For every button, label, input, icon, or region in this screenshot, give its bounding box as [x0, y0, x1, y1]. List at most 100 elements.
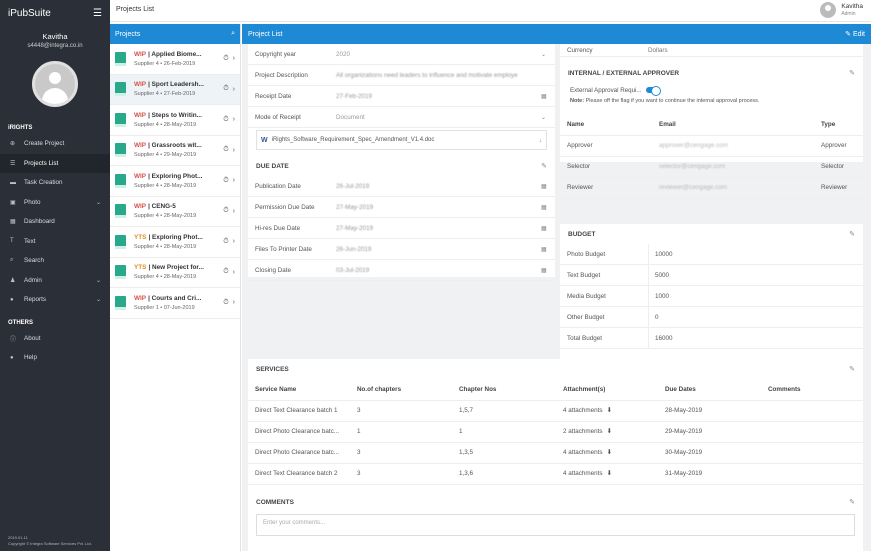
detail-value[interactable]: Document [336, 113, 365, 121]
attachment-row[interactable]: W iRights_Software_Requirement_Spec_Amen… [256, 130, 547, 150]
detail-row[interactable]: Project Description All organizations nee… [248, 65, 555, 86]
list-item[interactable]: YTS | Exploring Phot... Supplier 4 • 28-Ma… [110, 227, 240, 258]
calendar-icon[interactable]: ▦ [541, 204, 547, 211]
download-icon[interactable]: ⬇ [606, 449, 612, 456]
sidebar-item-text[interactable]: T Text [0, 232, 110, 252]
chevron-right-icon[interactable]: › [232, 207, 235, 215]
due-value[interactable]: 03-Jul-2019 [336, 266, 370, 274]
service-attachments[interactable]: 4 attachments ⬇ [556, 442, 658, 464]
timer-icon[interactable]: ⏱ [223, 298, 229, 306]
list-item[interactable]: WIP | Applied Biome... Supplier 4 • 26-Feb… [110, 44, 240, 75]
sidebar-item-dashboard[interactable]: ▦ Dashboard [0, 212, 110, 232]
due-date-row[interactable]: Files To Printer Date 26-Jun-2019 ▦ [248, 239, 555, 260]
sidebar-item-photo[interactable]: ▣ Photo ⌄ [0, 193, 110, 213]
chevron-right-icon[interactable]: › [232, 268, 235, 276]
calendar-icon[interactable]: ▦ [541, 93, 547, 100]
detail-label: Project Description [255, 71, 308, 79]
list-item[interactable]: WIP | CENG-5 Supplier 4 • 28-May-2019 ⏱ › [110, 197, 240, 227]
top-avatar[interactable] [820, 2, 837, 18]
currency-value[interactable]: Dollars [648, 46, 668, 54]
service-attachments[interactable]: 4 attachments ⬇ [556, 463, 658, 485]
hamburger-icon[interactable]: ☰ [93, 7, 102, 19]
service-attachments[interactable]: 2 attachments ⬇ [556, 421, 658, 443]
sidebar-item-help[interactable]: ● Help [0, 348, 110, 368]
comments-section-title: COMMENTS ✎ [248, 492, 863, 512]
sidebar-item-about[interactable]: ⓘ About [0, 329, 110, 349]
attachment-name: iRights_Software_Requirement_Spec_Amendm… [271, 137, 435, 143]
download-icon[interactable]: ⬇ [606, 407, 612, 414]
chevron-down-icon[interactable]: ⌄ [541, 114, 547, 121]
comments-input[interactable]: Enter your comments... [256, 514, 855, 536]
comments-edit-pencil-icon[interactable]: ✎ [849, 499, 855, 506]
chevron-right-icon[interactable]: › [232, 116, 235, 124]
sidebar-item-projects-list[interactable]: ☰ Projects List [0, 153, 110, 173]
chevron-down-icon[interactable]: ⌄ [541, 51, 547, 58]
detail-row[interactable]: Mode of Receipt Document ⌄ [248, 107, 555, 128]
search-icon[interactable]: ⌕ [231, 30, 235, 37]
list-item[interactable]: YTS | New Project for... Supplier 4 • 28-M… [110, 258, 240, 288]
chevron-right-icon[interactable]: › [232, 146, 235, 154]
due-value[interactable]: 27-May-2019 [336, 203, 374, 211]
calendar-icon[interactable]: ▦ [541, 246, 547, 253]
due-value[interactable]: 27-May-2019 [336, 224, 374, 232]
list-item[interactable]: WIP | Steps to Writin... Supplier 4 • 28-M… [110, 105, 240, 136]
sidebar-item-label: About [24, 334, 41, 342]
services-edit-pencil-icon[interactable]: ✎ [849, 366, 855, 373]
list-item[interactable]: WIP | Courts and Cri... Supplier 1 • 07-Ju… [110, 288, 240, 319]
chevron-right-icon[interactable]: › [232, 177, 235, 185]
timer-icon[interactable]: ⏱ [223, 237, 229, 245]
detail-value[interactable]: 2020 [336, 50, 351, 58]
edit-button[interactable]: ✎ Edit [845, 30, 865, 38]
search-icon: ⌕ [10, 257, 14, 264]
timer-icon[interactable]: ⏱ [223, 85, 229, 93]
separator: | [148, 203, 152, 211]
download-icon[interactable]: ⬇ [606, 470, 612, 477]
detail-value[interactable]: All organizations need leaders to influe… [336, 71, 518, 79]
due-edit-pencil-icon[interactable]: ✎ [541, 163, 547, 170]
calendar-icon[interactable]: ▦ [541, 267, 547, 274]
sidebar-item-reports[interactable]: ● Reports ⌄ [0, 290, 110, 310]
book-icon [115, 82, 126, 97]
sidebar-item-label: Create Project [24, 140, 65, 148]
timer-icon[interactable]: ⏱ [223, 54, 229, 62]
timer-icon[interactable]: ⏱ [223, 176, 229, 184]
timer-icon[interactable]: ⏱ [223, 115, 229, 123]
project-supplier: Supplier 4 • 27-Feb-2019 [134, 91, 196, 98]
due-date-row[interactable]: Publication Date 26-Jul-2019 ▦ [248, 176, 555, 197]
avatar[interactable] [32, 61, 78, 107]
chevron-right-icon[interactable]: › [232, 238, 235, 246]
detail-row[interactable]: Receipt Date 27-Feb-2019 ▦ [248, 86, 555, 107]
sidebar-item-search[interactable]: ⌕ Search [0, 251, 110, 271]
list-item[interactable]: WIP | Grassroots wit... Supplier 4 • 29-Ma… [110, 136, 240, 166]
chevron-right-icon[interactable]: › [232, 85, 235, 93]
top-user[interactable]: Kavitha Admin [820, 2, 863, 18]
due-date-row[interactable]: Hi-res Due Date 27-May-2019 ▦ [248, 218, 555, 239]
list-item[interactable]: WIP | Sport Leadersh... Supplier 4 • 27-Fe… [110, 74, 240, 105]
timer-icon[interactable]: ⏱ [223, 207, 229, 215]
chevron-right-icon[interactable]: › [232, 299, 235, 307]
download-icon[interactable]: ↓ [538, 136, 542, 144]
calendar-icon[interactable]: ▦ [541, 183, 547, 190]
budget-edit-pencil-icon[interactable]: ✎ [849, 231, 855, 238]
sidebar-item-create-project[interactable]: ⊕ Create Project [0, 134, 110, 154]
timer-icon[interactable]: ⏱ [223, 146, 229, 154]
calendar-icon[interactable]: ▦ [541, 225, 547, 232]
sidebar-item-task-creation[interactable]: ▬ Task Creation [0, 173, 110, 193]
list-item[interactable]: WIP | Exploring Phot... Supplier 4 • 28-Ma… [110, 166, 240, 197]
approval-toggle[interactable] [646, 86, 662, 97]
detail-value[interactable]: 27-Feb-2019 [336, 92, 373, 100]
detail-row[interactable]: Copyright year 2020 ⌄ [248, 44, 555, 65]
due-value[interactable]: 26-Jun-2019 [336, 245, 372, 253]
due-date-row[interactable]: Permission Due Date 27-May-2019 ▦ [248, 197, 555, 218]
due-date-row[interactable]: Closing Date 03-Jul-2019 ▦ [248, 260, 555, 281]
approver-edit-pencil-icon[interactable]: ✎ [849, 70, 855, 77]
approver-section-title: INTERNAL / EXTERNAL APPROVER ✎ [560, 63, 863, 83]
sidebar-item-admin[interactable]: ♟ Admin ⌄ [0, 271, 110, 291]
service-attachments[interactable]: 4 attachments ⬇ [556, 400, 658, 422]
timer-icon[interactable]: ⏱ [223, 268, 229, 276]
download-icon[interactable]: ⬇ [606, 428, 612, 435]
sidebar: iPubSuite ☰ Kavitha s4448@integra.co.in … [0, 0, 110, 551]
chevron-right-icon[interactable]: › [232, 55, 235, 63]
approval-note: Note: Please off the flag if you want to… [560, 98, 863, 104]
due-value[interactable]: 26-Jul-2019 [336, 182, 370, 190]
